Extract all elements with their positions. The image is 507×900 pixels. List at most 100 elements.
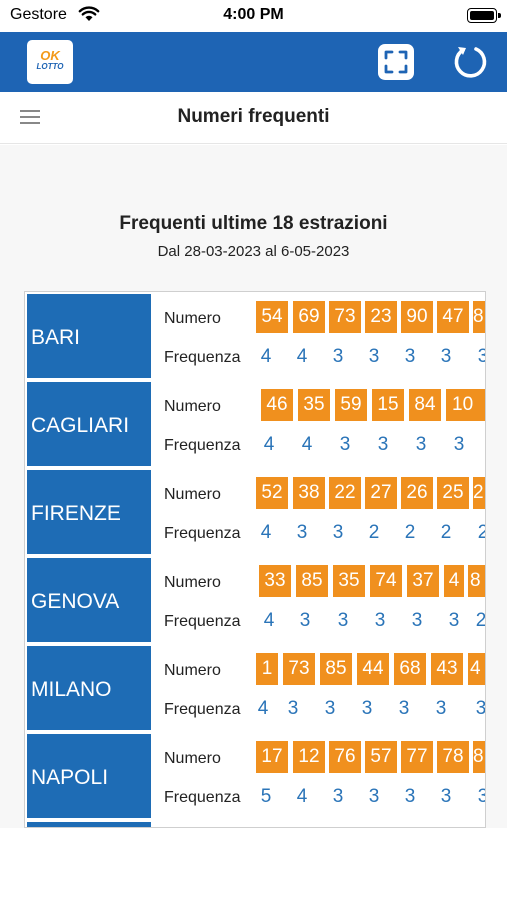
wifi-icon bbox=[78, 6, 100, 21]
frequency-value: 4 bbox=[257, 698, 269, 719]
number-box: 43 bbox=[431, 653, 463, 685]
city-name: MILANO bbox=[31, 678, 112, 701]
number-box: 85 bbox=[320, 653, 352, 685]
number-box: 38 bbox=[293, 477, 325, 509]
app-bar: OK LOTTO bbox=[0, 32, 507, 92]
number-box: 46 bbox=[261, 389, 293, 421]
frequency-value: 4 bbox=[260, 346, 272, 367]
numero-label: Numero bbox=[164, 662, 221, 679]
frequency-value: 2 bbox=[440, 522, 452, 543]
frequency-value: 3 bbox=[337, 610, 349, 631]
frequency-value: 2 bbox=[404, 522, 416, 543]
numero-label: Numero bbox=[164, 310, 221, 327]
number-box: 8 bbox=[473, 301, 485, 333]
city-row-napoli: NAPOLI Numero Frequenza 17 12 76 57 77 7… bbox=[25, 732, 485, 820]
frequency-value: 3 bbox=[361, 698, 373, 719]
number-box: 35 bbox=[333, 565, 365, 597]
frequency-value: 3 bbox=[324, 698, 336, 719]
frequency-table[interactable]: BARI Numero Frequenza 54 69 73 23 90 47 … bbox=[24, 291, 486, 828]
city-cell: FIRENZE bbox=[27, 470, 151, 554]
city-row-next bbox=[25, 820, 485, 827]
frequency-value: 3 bbox=[453, 434, 465, 455]
number-box: 35 bbox=[298, 389, 330, 421]
frequency-value: 3 bbox=[398, 698, 410, 719]
numero-label: Numero bbox=[164, 486, 221, 503]
carrier-name: Gestore bbox=[10, 6, 67, 23]
city-row-firenze: FIRENZE Numero Frequenza 52 38 22 27 26 … bbox=[25, 468, 485, 556]
number-box: 8 bbox=[473, 741, 485, 773]
frequency-value: 4 bbox=[296, 786, 308, 807]
number-box: 90 bbox=[401, 301, 433, 333]
page-title: Numeri frequenti bbox=[177, 106, 330, 127]
frequency-value: 3 bbox=[296, 522, 308, 543]
city-name: NAPOLI bbox=[31, 766, 109, 789]
city-row-cagliari: CAGLIARI Numero Frequenza 46 35 59 15 84… bbox=[25, 380, 485, 468]
app-logo[interactable]: OK LOTTO bbox=[27, 40, 73, 84]
frequency-value: 3 bbox=[332, 786, 344, 807]
frequency-value: 3 bbox=[299, 610, 311, 631]
frequency-value: 3 bbox=[339, 434, 351, 455]
number-box: 47 bbox=[437, 301, 469, 333]
frequency-value: 3 bbox=[467, 786, 485, 808]
number-box: 17 bbox=[256, 741, 288, 773]
frequency-value: 3 bbox=[415, 434, 427, 455]
number-box: 84 bbox=[409, 389, 441, 421]
number-box: 52 bbox=[256, 477, 288, 509]
number-box: 27 bbox=[365, 477, 397, 509]
frequenza-label: Frequenza bbox=[164, 789, 241, 806]
frequency-value: 3 bbox=[377, 434, 389, 455]
frequency-value: 3 bbox=[475, 698, 486, 719]
city-cell: GENOVA bbox=[27, 558, 151, 642]
logo-text-lotto: LOTTO bbox=[36, 62, 64, 71]
city-name: BARI bbox=[31, 326, 81, 349]
frequency-value: 4 bbox=[263, 610, 275, 631]
number-box: 4 bbox=[468, 653, 485, 685]
refresh-button[interactable] bbox=[450, 42, 490, 82]
city-cell: MILANO bbox=[27, 646, 151, 730]
status-bar: Gestore 4:00 PM bbox=[0, 0, 507, 32]
number-box: 22 bbox=[329, 477, 361, 509]
frequency-value: 3 bbox=[440, 346, 452, 367]
frequenza-label: Frequenza bbox=[164, 613, 241, 630]
frequency-value: 2 bbox=[467, 522, 485, 544]
numero-label: Numero bbox=[164, 574, 221, 591]
number-box: 23 bbox=[365, 301, 397, 333]
number-box: 33 bbox=[259, 565, 291, 597]
battery-icon bbox=[467, 8, 501, 23]
city-cell bbox=[27, 822, 151, 827]
frequency-value: 3 bbox=[404, 346, 416, 367]
status-time: 4:00 PM bbox=[223, 6, 284, 23]
frequency-value: 3 bbox=[404, 786, 416, 807]
frequency-value: 3 bbox=[440, 786, 452, 807]
number-box: 69 bbox=[293, 301, 325, 333]
hamburger-menu-icon[interactable] bbox=[20, 110, 40, 126]
frequency-value: 4 bbox=[263, 434, 275, 455]
number-box: 44 bbox=[357, 653, 389, 685]
frequency-value: 2 bbox=[475, 610, 486, 631]
section-date-range: Dal 28-03-2023 al 6-05-2023 bbox=[157, 243, 350, 260]
frequency-value: 4 bbox=[296, 346, 308, 367]
number-box: 85 bbox=[296, 565, 328, 597]
city-name: CAGLIARI bbox=[31, 414, 130, 437]
frequency-value: 3 bbox=[448, 610, 460, 631]
section-title: Frequenti ultime 18 estrazioni bbox=[119, 213, 388, 234]
frequency-value: 4 bbox=[301, 434, 313, 455]
frequency-value: 2 bbox=[368, 522, 380, 543]
frequenza-label: Frequenza bbox=[164, 525, 241, 542]
frequenza-label: Frequenza bbox=[164, 349, 241, 366]
number-box: 73 bbox=[283, 653, 315, 685]
city-cell: NAPOLI bbox=[27, 734, 151, 818]
number-box: 12 bbox=[293, 741, 325, 773]
main-content: Frequenti ultime 18 estrazioni Dal 28-03… bbox=[0, 145, 507, 828]
number-box: 15 bbox=[372, 389, 404, 421]
number-box: 10 bbox=[446, 389, 485, 421]
numero-label: Numero bbox=[164, 750, 221, 767]
refresh-icon bbox=[454, 47, 487, 78]
frequency-value: 3 bbox=[332, 522, 344, 543]
city-name: GENOVA bbox=[31, 590, 120, 613]
city-row-bari: BARI Numero Frequenza 54 69 73 23 90 47 … bbox=[25, 292, 485, 380]
number-box: 68 bbox=[394, 653, 426, 685]
frequency-value: 3 bbox=[411, 610, 423, 631]
fullscreen-button[interactable] bbox=[378, 44, 414, 80]
number-box: 8 bbox=[468, 565, 485, 597]
